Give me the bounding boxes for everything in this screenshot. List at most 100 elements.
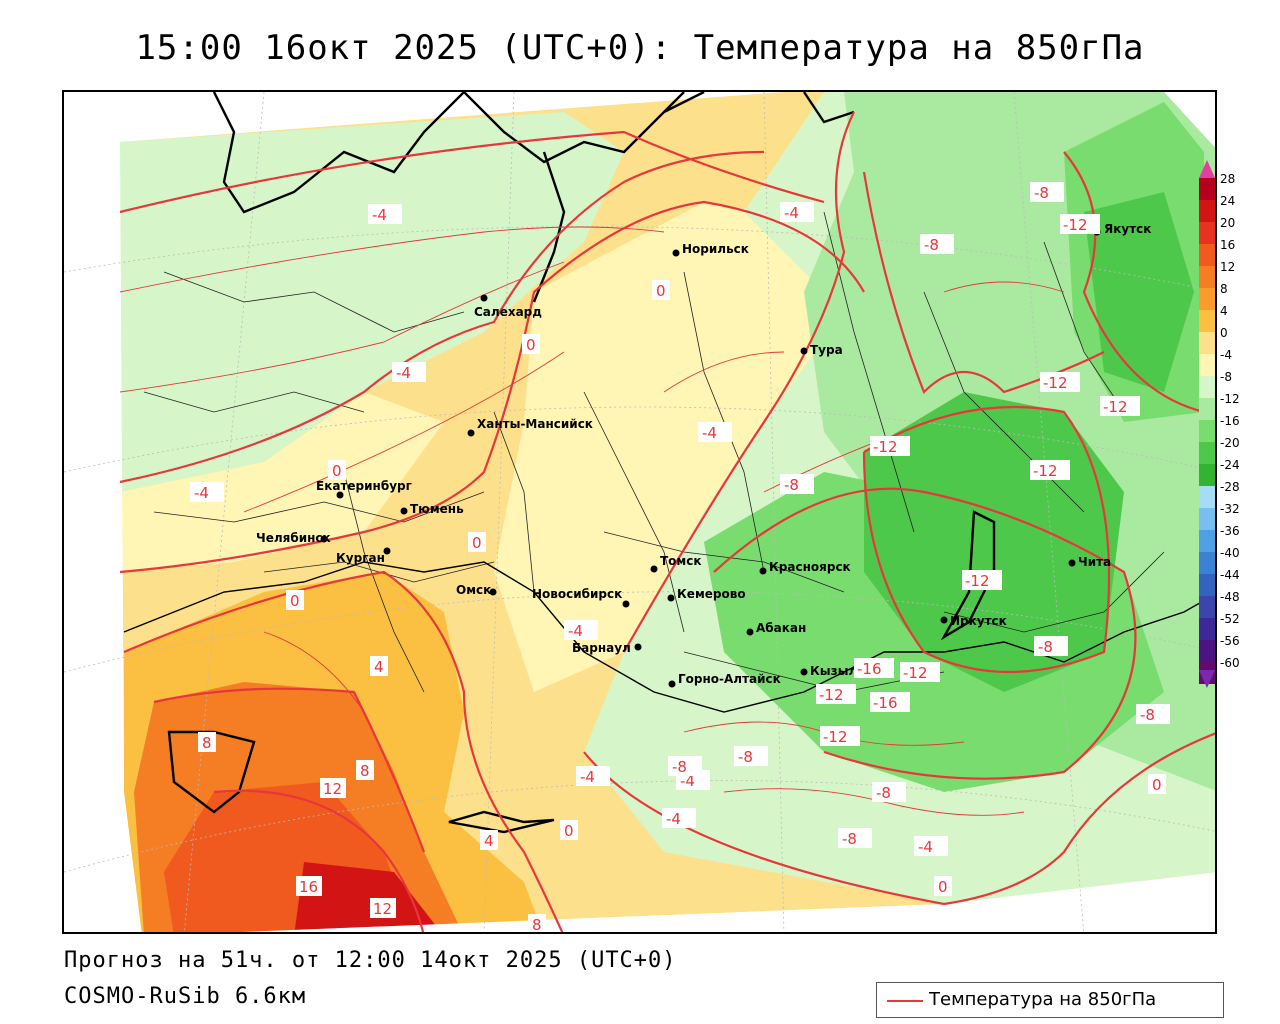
city-tura[interactable]: Тура [800, 343, 843, 357]
svg-text:-4: -4 [784, 204, 799, 222]
coastline [167, 92, 996, 834]
iso-label: -4 [392, 362, 426, 382]
colorbar-swatch [1199, 618, 1215, 640]
iso-label: 0 [286, 590, 304, 610]
colorbar-tick-label: -36 [1220, 524, 1240, 538]
city-label: Томск [660, 554, 702, 568]
city-label: Абакан [756, 621, 806, 635]
city-krasnoyarsk[interactable]: Красноярск [759, 560, 851, 575]
svg-text:-8: -8 [1034, 184, 1049, 202]
iso-label: -4 [564, 620, 598, 640]
svg-text:-8: -8 [1140, 706, 1155, 724]
colorbar-swatch [1199, 596, 1215, 618]
map-panel[interactable]: Норильск Салехард Тура Якутск Ханты-Манс… [62, 90, 1217, 934]
city-abakan[interactable]: Абакан [746, 621, 807, 636]
temperature-map: Норильск Салехард Тура Якутск Ханты-Манс… [64, 92, 1215, 932]
city-label: Кызыл [810, 664, 857, 678]
iso-label: -16 [854, 658, 894, 678]
city-dot [383, 547, 391, 555]
svg-text:-12: -12 [965, 572, 990, 590]
iso-label: -8 [920, 234, 954, 254]
iso-label: -16 [870, 692, 910, 712]
colorbar-tick-label: -48 [1220, 590, 1240, 604]
colorbar-bottom-arrow [1199, 670, 1215, 688]
iso-label: 8 [528, 914, 546, 932]
svg-text:0: 0 [526, 336, 536, 354]
svg-text:-8: -8 [1038, 638, 1053, 656]
svg-text:8: 8 [360, 762, 370, 780]
city-dot [336, 491, 344, 499]
city-chelyabinsk[interactable]: Челябинск [256, 531, 331, 545]
city-dot [489, 588, 497, 596]
colorbar-swatch [1199, 288, 1215, 310]
city-salekhard[interactable]: Салехард [474, 294, 542, 320]
svg-text:-4: -4 [918, 838, 933, 856]
svg-text:-16: -16 [873, 694, 898, 712]
svg-text:-4: -4 [580, 768, 595, 786]
city-irkutsk[interactable]: Иркутск [940, 614, 1007, 628]
city-khanty-mansiysk[interactable]: Ханты-Мансийск [467, 417, 593, 437]
iso-label: 4 [370, 656, 388, 676]
svg-text:0: 0 [290, 592, 300, 610]
city-omsk[interactable]: Омск [456, 583, 497, 597]
city-tomsk[interactable]: Томск [650, 554, 702, 573]
svg-text:-4: -4 [372, 206, 387, 224]
iso-label: -8 [872, 782, 906, 802]
svg-text:-16: -16 [857, 660, 882, 678]
colorbar-tick-label: 8 [1220, 282, 1228, 296]
city-dot [634, 643, 642, 651]
colorbar-tick-label: -12 [1220, 392, 1240, 406]
city-yekaterinburg[interactable]: Екатеринбург [316, 479, 412, 499]
city-novosibirsk[interactable]: Новосибирск [532, 587, 630, 608]
colorbar-tick-label: -44 [1220, 568, 1240, 582]
svg-text:-4: -4 [702, 424, 717, 442]
iso-label: 0 [328, 460, 346, 480]
city-norilsk[interactable]: Норильск [672, 242, 749, 257]
city-label: Ханты-Мансийск [477, 417, 593, 431]
temp-zone-west [120, 392, 444, 572]
svg-text:0: 0 [332, 462, 342, 480]
colorbar-tick-label: -28 [1220, 480, 1240, 494]
city-tyumen[interactable]: Тюмень [400, 502, 465, 516]
graticule [64, 92, 1215, 932]
iso-label: -8 [780, 474, 814, 494]
svg-text:0: 0 [564, 822, 574, 840]
city-chita[interactable]: Чита [1068, 555, 1112, 569]
colorbar-tick-label: -24 [1220, 458, 1240, 472]
outer-left [64, 92, 142, 932]
iso-label: -8 [1136, 704, 1170, 724]
colorbar-swatch [1199, 332, 1215, 354]
svg-text:-12: -12 [903, 664, 928, 682]
isotherms-major [119, 111, 1215, 932]
colorbar-swatch [1199, 376, 1215, 398]
colorbar-tick-label: 20 [1220, 216, 1236, 230]
colorbar-swatch [1199, 486, 1215, 508]
city-dot [1068, 559, 1076, 567]
city-label: Красноярск [769, 560, 851, 574]
city-gorno-altaysk[interactable]: Горно-Алтайск [668, 672, 781, 688]
city-dot [650, 565, 658, 573]
city-kemerovo[interactable]: Кемерово [667, 587, 746, 602]
colorbar-swatch [1199, 398, 1215, 420]
city-dot [759, 567, 767, 575]
svg-text:-4: -4 [194, 484, 209, 502]
city-label: Курган [336, 551, 385, 565]
iso-label: -4 [780, 202, 814, 222]
svg-text:-4: -4 [666, 810, 681, 828]
colorbar-tick-label: 16 [1220, 238, 1236, 252]
city-barnaul[interactable]: Барнаул [572, 641, 642, 655]
iso-label: 8 [198, 732, 216, 752]
svg-text:-8: -8 [784, 476, 799, 494]
city-kurgan[interactable]: Курган [336, 547, 391, 566]
city-kyzyl[interactable]: Кызыл [800, 664, 858, 678]
page-title: 15:00 16окт 2025 (UTC+0): Температура на… [135, 28, 1145, 68]
svg-text:-4: -4 [680, 772, 695, 790]
model-name: COSMO-RuSib 6.6км [64, 984, 307, 1009]
iso-label: 0 [1148, 774, 1166, 794]
colorbar-top-arrow [1199, 160, 1215, 178]
svg-text:-8: -8 [738, 748, 753, 766]
svg-text:0: 0 [656, 282, 666, 300]
colorbar-swatch [1199, 222, 1215, 244]
svg-text:-8: -8 [924, 236, 939, 254]
colorbar-tick-label: -56 [1220, 634, 1240, 648]
